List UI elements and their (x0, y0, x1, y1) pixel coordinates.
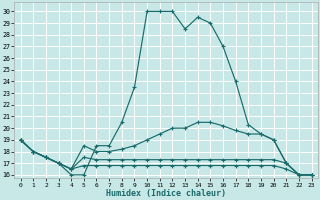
X-axis label: Humidex (Indice chaleur): Humidex (Indice chaleur) (106, 189, 226, 198)
